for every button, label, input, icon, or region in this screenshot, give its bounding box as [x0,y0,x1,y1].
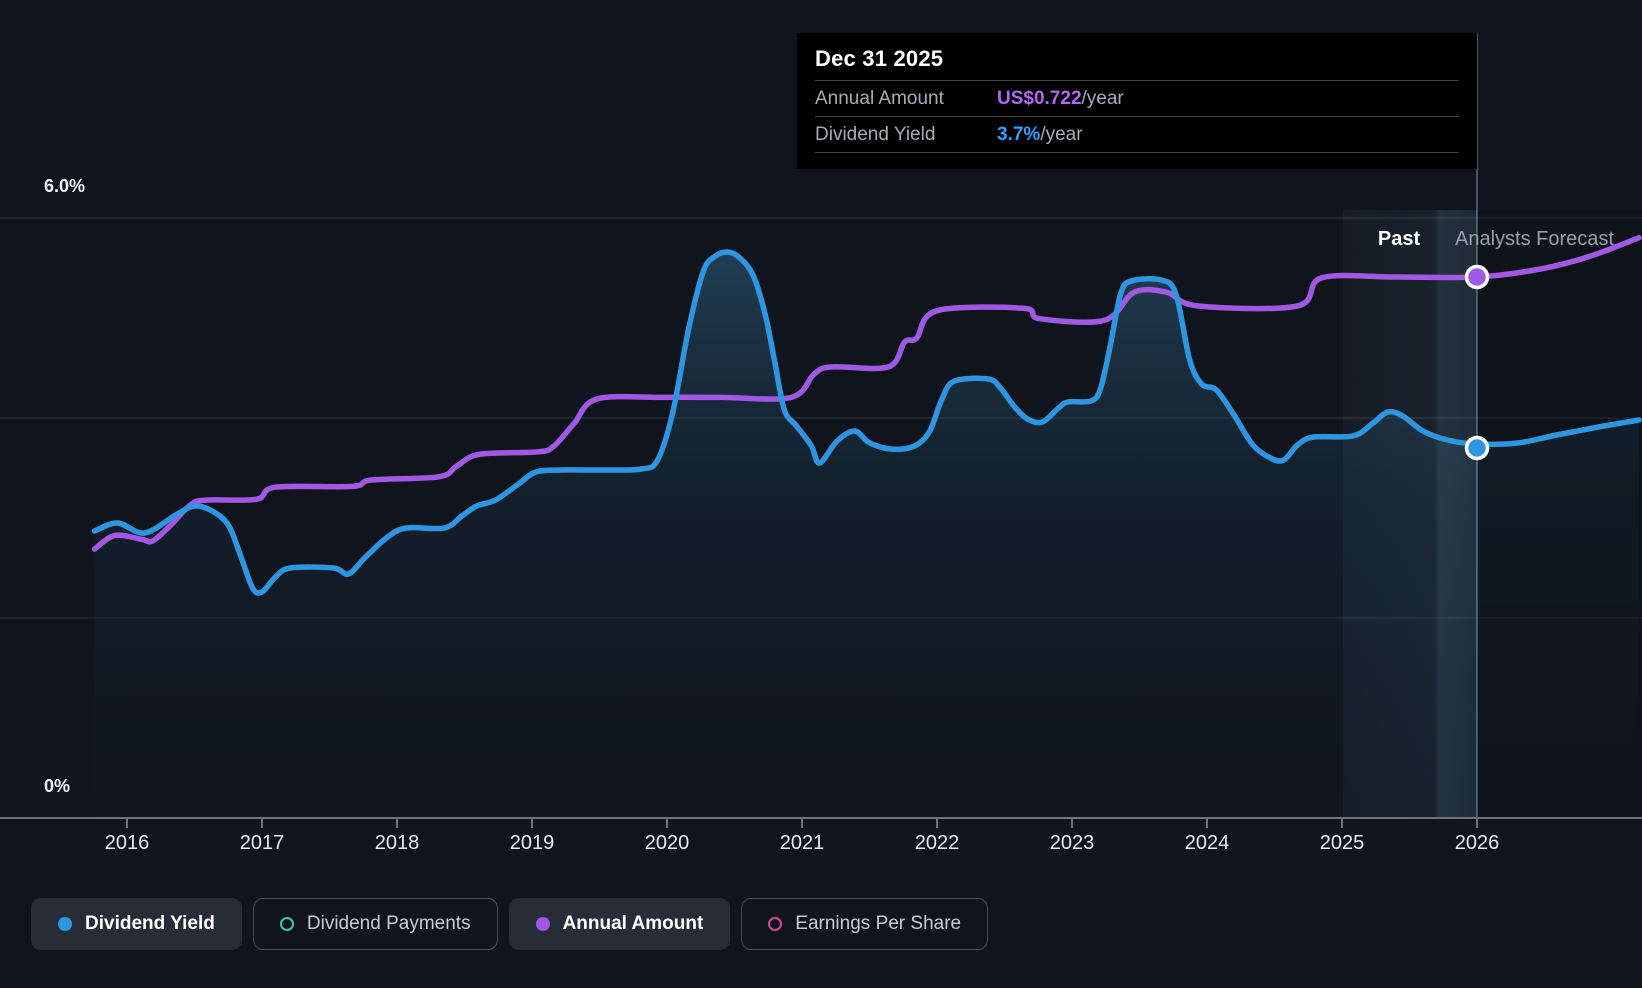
x-axis-label-2021: 2021 [779,832,825,854]
legend-item-label: Dividend Yield [85,913,215,934]
tooltip-label: Annual Amount [815,88,944,109]
x-axis-label-2019: 2019 [509,832,555,854]
y-axis-label-6pct: 6.0% [44,176,86,196]
x-axis-label-2022: 2022 [914,832,960,854]
tooltip-date: Dec 31 2025 [815,46,944,71]
tooltip-row-dividend-yield: Dividend Yield 3.7%/year [815,116,1459,153]
legend-swatch-icon [279,917,294,931]
tooltip-suffix: /year [1081,88,1124,109]
annual-amount-marker[interactable] [1464,264,1490,290]
legend-item-dividend-yield[interactable]: Dividend Yield [31,898,242,950]
legend-item-annual-amount[interactable]: Annual Amount [508,898,731,950]
legend-item-dividend-payments[interactable]: Dividend Payments [252,898,498,950]
past-zone-label: Past [1377,228,1421,250]
x-axis-label-2024: 2024 [1184,832,1230,854]
legend-swatch-icon [58,917,72,931]
dividend-yield-marker[interactable] [1464,435,1490,461]
chart-legend: Dividend Yield Dividend Payments Annual Am… [31,898,989,950]
legend-item-label: Dividend Payments [306,913,471,934]
x-axis-label-2018: 2018 [374,832,420,854]
x-axis-label-2025: 2025 [1319,832,1365,854]
tooltip-label: Dividend Yield [815,124,936,145]
y-axis-label-0pct: 0% [44,776,71,796]
dividend-yield-area-fill [94,251,1640,818]
x-axis-label-2020: 2020 [644,832,690,854]
past-highlight-band [1343,210,1477,818]
forecast-region-shade [1478,210,1642,818]
annual-amount-line [91,234,1642,552]
dividend-yield-line [91,249,1642,596]
legend-item-label: Annual Amount [562,913,704,934]
x-axis-label-2026: 2026 [1454,832,1500,854]
legend-swatch-icon [535,917,550,931]
tooltip-value-dividend-yield: 3.7% [997,124,1041,145]
legend-swatch-icon [768,917,783,931]
tooltip-row-annual-amount: Annual Amount US$0.722/year [815,80,1459,116]
analysts-forecast-zone-label: Analysts Forecast [1455,228,1614,250]
x-axis-label-2016: 2016 [104,832,150,854]
legend-item-earnings-per-share[interactable]: Earnings Per Share [741,898,989,950]
tooltip-value-annual-amount: US$0.722 [997,88,1082,109]
legend-item-label: Earnings Per Share [795,913,962,934]
tooltip: Dec 31 2025 Annual Amount US$0.722/year D… [797,33,1477,169]
tooltip-suffix: /year [1040,124,1083,145]
x-axis-label-2017: 2017 [239,832,285,854]
x-axis-label-2023: 2023 [1049,832,1095,854]
